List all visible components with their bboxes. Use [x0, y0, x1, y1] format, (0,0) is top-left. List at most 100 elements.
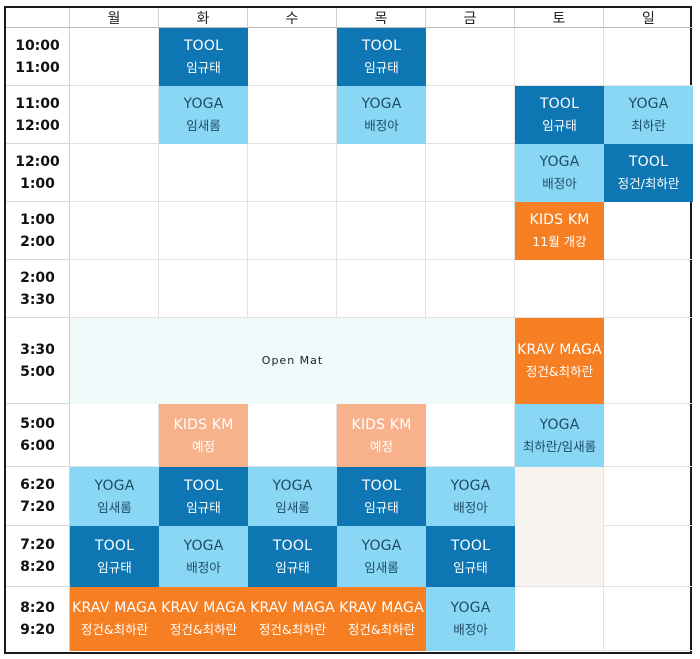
time-end: 6:00: [20, 438, 55, 454]
class-block-kids-km[interactable]: KIDS KM 예정: [159, 404, 248, 467]
class-block-yoga[interactable]: YOGA 임새롬: [159, 86, 248, 144]
day-header-wed: 수: [248, 8, 337, 28]
class-title: KRAV MAGA: [339, 600, 424, 616]
class-block-yoga[interactable]: YOGA 임새롬: [70, 467, 159, 526]
class-instructor: 정건&최하란: [347, 622, 416, 637]
grid-cell: [604, 202, 693, 260]
grid-cell: [248, 260, 337, 318]
class-block-kids-km[interactable]: KIDS KM 11월 개강: [515, 202, 604, 260]
class-title: YOGA: [272, 477, 313, 494]
class-block-tool[interactable]: TOOL 정건/최하란: [604, 144, 693, 202]
class-title: KIDS KM: [173, 416, 234, 433]
time-slot: 11:00 12:00: [6, 86, 70, 144]
class-title: YOGA: [450, 600, 491, 616]
time-start: 5:00: [20, 416, 55, 432]
day-header-sat: 토: [515, 8, 604, 28]
class-title: YOGA: [628, 96, 669, 112]
class-title: YOGA: [94, 477, 135, 494]
time-end: 12:00: [15, 117, 60, 134]
grid-cell: [337, 144, 426, 202]
grid-cell: [70, 260, 159, 318]
class-block-tool[interactable]: TOOL 임규태: [248, 526, 337, 587]
grid-cell: [70, 202, 159, 260]
class-title: TOOL: [183, 477, 224, 494]
class-block-yoga[interactable]: YOGA 최하란/임새롬: [515, 404, 604, 467]
class-instructor: 임새롬: [364, 559, 399, 575]
class-instructor: 예정: [369, 438, 393, 454]
class-block-tool[interactable]: TOOL 임규태: [337, 467, 426, 526]
class-block-krav-maga[interactable]: KRAV MAGA 정건&최하란: [70, 587, 159, 651]
day-header-tue: 화: [159, 8, 248, 28]
time-slot: 7:20 8:20: [6, 526, 70, 587]
class-title: YOGA: [539, 154, 580, 170]
class-block-tool[interactable]: TOOL 임규태: [70, 526, 159, 587]
grid-cell: [248, 144, 337, 202]
time-slot: 1:00 2:00: [6, 202, 70, 260]
class-instructor: 배정아: [186, 559, 221, 575]
class-title: KRAV MAGA: [72, 600, 157, 616]
time-slot: 5:00 6:00: [6, 404, 70, 467]
class-block-krav-maga[interactable]: KRAV MAGA 정건&최하란: [248, 587, 337, 651]
class-block-tool[interactable]: TOOL 임규태: [159, 467, 248, 526]
class-block-yoga[interactable]: YOGA 최하란: [604, 86, 693, 144]
class-title: YOGA: [361, 537, 402, 554]
grid-cell: [426, 144, 515, 202]
class-block-yoga[interactable]: YOGA 임새롬: [248, 467, 337, 526]
class-block-yoga[interactable]: YOGA 배정아: [426, 587, 515, 651]
class-title: Open Mat: [261, 354, 324, 367]
class-instructor: 임규태: [364, 499, 399, 515]
class-title: YOGA: [450, 477, 491, 494]
class-instructor: 정건&최하란: [80, 622, 149, 637]
class-instructor: 정건&최하란: [258, 622, 327, 637]
class-title: KRAV MAGA: [517, 342, 602, 358]
class-block-yoga[interactable]: YOGA 배정아: [159, 526, 248, 587]
class-block-kids-km[interactable]: KIDS KM 예정: [337, 404, 426, 467]
class-instructor: 11월 개강: [532, 234, 587, 249]
grid-cell: [337, 260, 426, 318]
class-title: YOGA: [539, 416, 580, 433]
empty-weekend-block: [515, 467, 604, 587]
class-block-krav-maga[interactable]: KRAV MAGA 정건&최하란: [515, 318, 604, 404]
grid-cell: [426, 260, 515, 318]
class-block-tool[interactable]: TOOL 임규태: [337, 28, 426, 86]
grid-cell: [515, 260, 604, 318]
class-block-yoga[interactable]: YOGA 임새롬: [337, 526, 426, 587]
time-slot: 3:30 5:00: [6, 318, 70, 404]
time-start: 1:00: [20, 211, 55, 228]
class-title: TOOL: [361, 38, 402, 54]
day-header-sun: 일: [604, 8, 693, 28]
class-instructor: 임규태: [186, 60, 221, 75]
class-block-tool[interactable]: TOOL 임규태: [426, 526, 515, 587]
grid-cell: [515, 587, 604, 651]
time-start: 6:20: [20, 477, 55, 493]
class-instructor: 최하란: [631, 118, 666, 133]
day-header-mon: 월: [70, 8, 159, 28]
grid-cell: [70, 144, 159, 202]
class-instructor: 배정아: [453, 622, 488, 637]
class-block-yoga[interactable]: YOGA 배정아: [426, 467, 515, 526]
time-end: 7:20: [20, 499, 55, 515]
class-block-krav-maga[interactable]: KRAV MAGA 정건&최하란: [337, 587, 426, 651]
grid-cell: [426, 202, 515, 260]
weekly-schedule-table: 월 화 수 목 금 토 일 10:00 11:00 11:00 12:00 12:0…: [4, 6, 693, 654]
class-block-tool[interactable]: TOOL 임규태: [159, 28, 248, 86]
time-slot: 12:00 1:00: [6, 144, 70, 202]
grid-cell: [248, 86, 337, 144]
class-block-krav-maga[interactable]: KRAV MAGA 정건&최하란: [159, 587, 248, 651]
time-slot: 10:00 11:00: [6, 28, 70, 86]
class-block-tool[interactable]: TOOL 임규태: [515, 86, 604, 144]
class-instructor: 배정아: [364, 118, 399, 133]
grid-cell: [426, 28, 515, 86]
header-corner: [6, 8, 70, 28]
class-block-yoga[interactable]: YOGA 배정아: [515, 144, 604, 202]
grid-cell: [515, 28, 604, 86]
class-title: TOOL: [361, 477, 402, 494]
time-end: 8:20: [20, 559, 55, 575]
time-start: 10:00: [15, 37, 60, 54]
grid-cell: [159, 144, 248, 202]
class-block-yoga[interactable]: YOGA 배정아: [337, 86, 426, 144]
open-mat-block[interactable]: Open Mat: [70, 318, 515, 404]
class-instructor: 정건&최하란: [525, 364, 594, 379]
grid-cell: [70, 86, 159, 144]
class-title: KIDS KM: [529, 212, 590, 228]
